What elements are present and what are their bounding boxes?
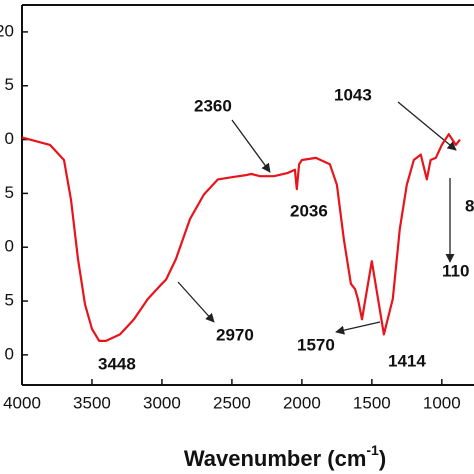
y-tick-label: 5: [5, 291, 14, 310]
x-tick-label: 1000: [423, 393, 461, 412]
y-tick-label: 5: [5, 183, 14, 202]
annotation: 2970: [216, 325, 254, 344]
annotation: 1414: [388, 351, 426, 370]
x-tick-label: 4000: [3, 393, 41, 412]
annotation: 1570: [297, 335, 335, 354]
spectrum-line: [21, 133, 461, 342]
annotation: 1043: [334, 85, 372, 104]
annotation: 3448: [98, 354, 136, 373]
arrows: [177, 101, 457, 335]
y-tick-label: 0: [5, 237, 14, 256]
annotation: 8: [465, 196, 474, 215]
x-tick-label: 3000: [143, 393, 181, 412]
annotation: 110: [442, 261, 469, 280]
y-tick-label: 5: [5, 75, 14, 94]
y-tick-label: 20: [0, 21, 14, 40]
y-tick-label: 0: [5, 344, 14, 363]
annotation: 2360: [194, 96, 232, 115]
x-axis-title-part: ): [379, 446, 386, 471]
y-tick-label: 0: [5, 129, 14, 148]
x-axis-title: Wavenumber (cm-1): [184, 442, 386, 471]
arrow: [177, 281, 215, 323]
arrow: [231, 119, 271, 173]
x-tick-label: 1500: [353, 393, 391, 412]
x-axis-title-sup: -1: [366, 442, 379, 458]
arrow: [397, 101, 457, 151]
x-tick-label: 2500: [213, 393, 251, 412]
x-tick-label: 2000: [283, 393, 321, 412]
annotation: 2036: [290, 201, 328, 220]
x-axis-title-part: Wavenumber (cm: [184, 446, 367, 471]
x-tick-label: 3500: [73, 393, 111, 412]
arrow: [335, 321, 381, 335]
